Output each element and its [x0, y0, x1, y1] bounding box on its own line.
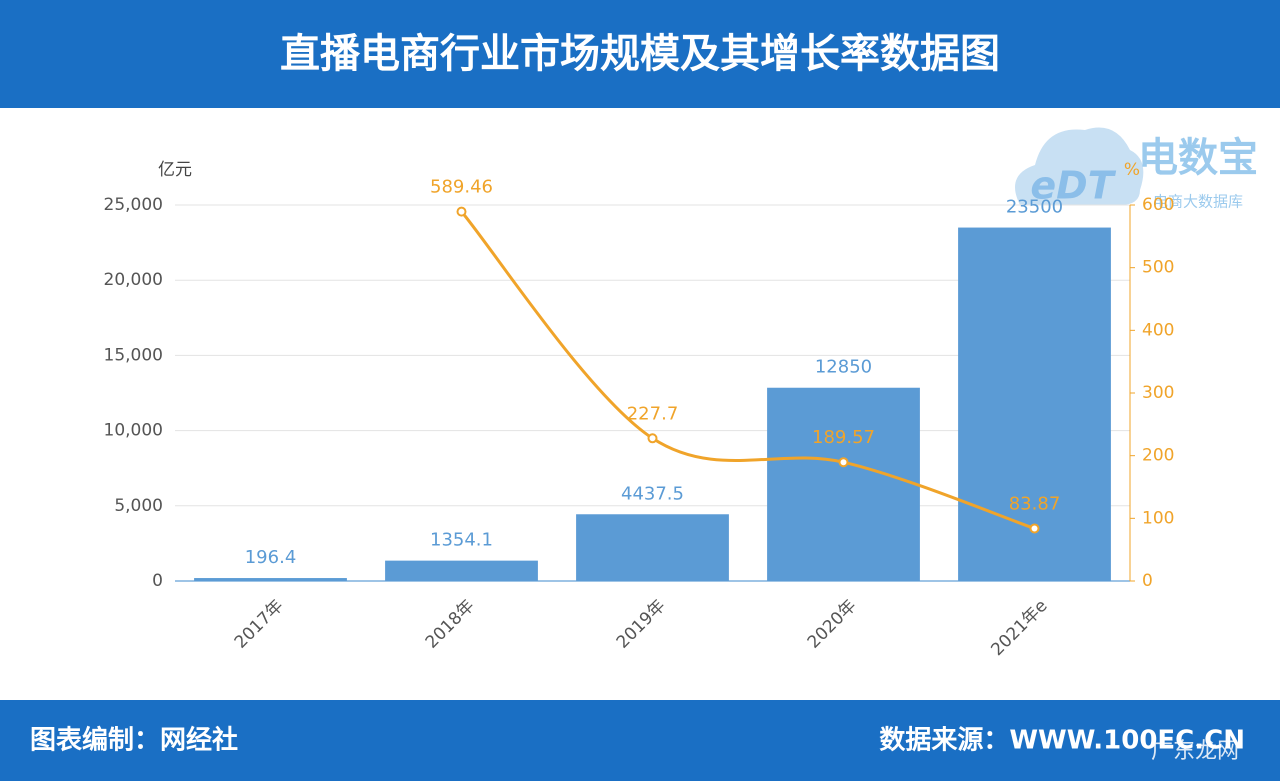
x-tick-label: 2017年 [231, 596, 288, 653]
x-tick-label: 2020年 [804, 596, 861, 653]
y2-tick-label: 0 [1142, 571, 1153, 591]
bar-value-label: 23500 [1006, 197, 1063, 218]
y2-axis-label: % [1124, 160, 1140, 180]
footer-bar [0, 700, 1280, 781]
y-tick-label: 25,000 [104, 195, 163, 215]
growth-line [460, 210, 1035, 530]
line-value-label: 189.57 [812, 427, 875, 448]
bar [385, 560, 538, 581]
corner-watermark: 广东龙网 [1151, 739, 1239, 764]
chart-title: 直播电商行业市场规模及其增长率数据图 [280, 31, 1000, 77]
brand-text: 电数宝 [1138, 135, 1258, 181]
line-point [647, 433, 658, 444]
x-tick-label: 2018年 [422, 596, 479, 653]
footer-right: 数据来源：WWW.100EC.CN [879, 726, 1245, 756]
y-tick-label: 15,000 [104, 345, 163, 365]
tagline-text: 电商大数据库 [1153, 193, 1243, 211]
bar-value-label: 4437.5 [621, 483, 684, 504]
footer-left: 图表编制：网经社 [30, 725, 238, 756]
bar [194, 578, 347, 581]
plot-area: 0 5,000 10,000 15,000 20,000 25,000 0 100 200 300… [104, 177, 1175, 660]
x-tick-label: 2021年e [987, 596, 1051, 660]
line-value-label: 83.87 [1009, 493, 1061, 514]
watermark: eDT 电数宝 电商大数据库 [1015, 127, 1258, 211]
line-point [838, 457, 849, 468]
bar [958, 227, 1111, 581]
y-tick-label: 20,000 [104, 270, 163, 290]
y2-tick-label: 600 [1142, 195, 1174, 215]
y2-tick-label: 200 [1142, 446, 1174, 466]
line-point [1029, 523, 1040, 534]
y-tick-label: 5,000 [114, 496, 163, 516]
y-tick-label: 10,000 [104, 421, 163, 441]
y-tick-label: 0 [152, 571, 163, 591]
header-bar [0, 0, 1280, 108]
cloud-icon [1015, 127, 1144, 205]
y2-tick-label: 100 [1142, 508, 1174, 528]
line-point [456, 206, 467, 217]
line-value-label: 227.7 [627, 403, 679, 424]
y2-tick-label: 400 [1142, 320, 1174, 340]
bar [576, 514, 729, 581]
y2-tick-label: 500 [1142, 258, 1174, 278]
logo-text: eDT [1030, 164, 1116, 208]
bar-value-label: 1354.1 [430, 530, 493, 551]
line-value-label: 589.46 [430, 177, 493, 198]
y-axis-label: 亿元 [158, 160, 192, 180]
y2-tick-label: 300 [1142, 383, 1174, 403]
bar-value-label: 196.4 [245, 547, 297, 568]
bar-value-label: 12850 [815, 357, 872, 378]
bar [767, 387, 920, 581]
x-tick-label: 2019年 [613, 596, 670, 653]
